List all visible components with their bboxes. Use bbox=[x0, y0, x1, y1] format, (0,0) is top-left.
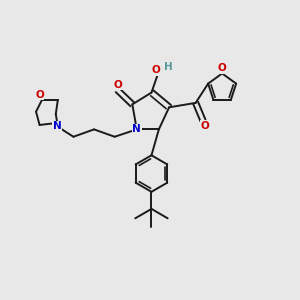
Text: N: N bbox=[53, 122, 62, 131]
Text: H: H bbox=[164, 62, 173, 72]
Text: O: O bbox=[35, 90, 44, 100]
Text: O: O bbox=[152, 65, 160, 75]
Text: N: N bbox=[132, 124, 141, 134]
Text: O: O bbox=[113, 80, 122, 90]
Text: O: O bbox=[218, 63, 226, 73]
Text: O: O bbox=[201, 121, 210, 131]
